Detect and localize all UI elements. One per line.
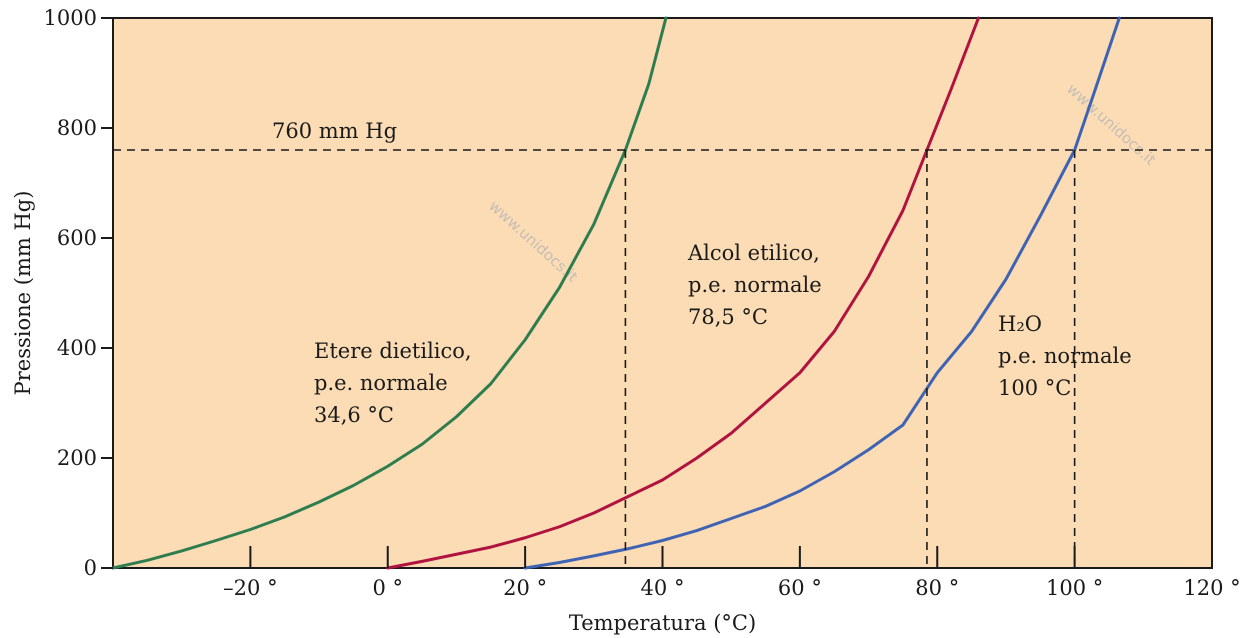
annotations-group: 760 mm Hg Etere dietilico, p.e. normale 34,… xyxy=(272,119,1132,427)
series-label-water: 100 °C xyxy=(998,376,1071,400)
y-tick-label: 600 xyxy=(57,226,97,250)
y-tick-label: 0 xyxy=(84,556,97,580)
series-label-ethanol: Alcol etilico, xyxy=(687,241,820,265)
series-label-ether: 34,6 °C xyxy=(314,403,394,427)
x-axis-label: Temperatura (°C) xyxy=(569,611,756,635)
x-tick-label: 20 ° xyxy=(503,576,547,600)
series-label-water: H₂O xyxy=(998,312,1042,336)
y-tick-label: 800 xyxy=(57,116,97,140)
series-line-ethanol xyxy=(386,16,980,570)
series-label-ether: p.e. normale xyxy=(314,371,448,395)
x-tick-label: 40 ° xyxy=(641,576,685,600)
reference-line-label: 760 mm Hg xyxy=(272,119,397,143)
x-tick-label: 60 ° xyxy=(778,576,822,600)
y-tick-label: 200 xyxy=(57,446,97,470)
series-line-water xyxy=(523,16,1121,570)
x-tick-label: 120 ° xyxy=(1183,576,1240,600)
series-label-ether: Etere dietilico, xyxy=(314,339,472,363)
series-label-ethanol: 78,5 °C xyxy=(688,305,768,329)
reference-lines-group xyxy=(113,149,1212,568)
series-label-water: p.e. normale xyxy=(998,344,1132,368)
curves-group xyxy=(111,16,1121,570)
x-tick-label: –20 ° xyxy=(223,576,277,600)
series-line-ether xyxy=(111,16,668,570)
x-tick-label: 0 ° xyxy=(372,576,403,600)
plot-background xyxy=(112,17,1213,569)
x-tick-label: 80 ° xyxy=(915,576,959,600)
ticks-group: –20 ° 0 ° 20 ° 40 ° 60 ° 80 ° 100 ° 120 ° 0 200 40… xyxy=(44,6,1241,600)
y-tick-label: 400 xyxy=(57,336,97,360)
y-axis-label: Pressione (mm Hg) xyxy=(11,191,35,396)
series-label-ethanol: p.e. normale xyxy=(688,273,822,297)
y-tick-label: 1000 xyxy=(44,6,97,30)
x-tick-label: 100 ° xyxy=(1046,576,1103,600)
